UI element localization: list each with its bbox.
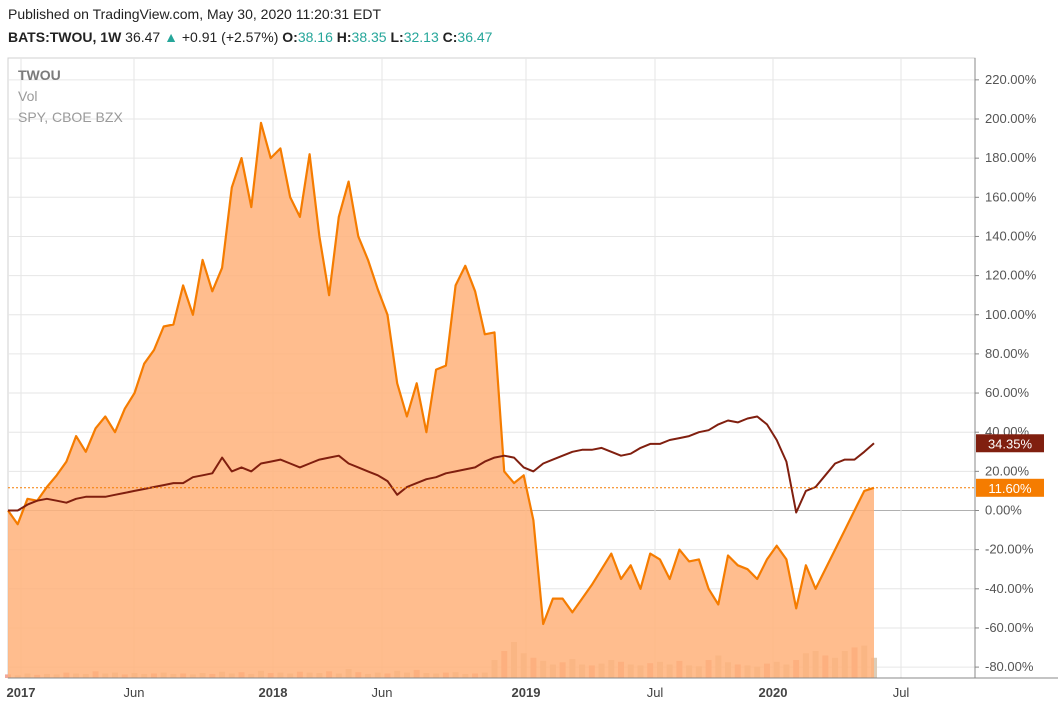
x-tick-label: Jun	[124, 685, 145, 700]
twou-badge-label: 11.60%	[988, 481, 1032, 496]
price-change: +0.91 (+2.57%)	[181, 29, 279, 45]
legend-main-symbol: TWOU	[18, 67, 61, 83]
x-tick-label: 2018	[259, 685, 288, 700]
close-label: C:	[442, 29, 458, 45]
legend-compare-symbol: SPY, CBOE BZX	[18, 109, 123, 125]
low-value: 32.13	[403, 29, 439, 45]
twou-line	[7, 121, 875, 626]
y-tick-label: 20.00%	[985, 463, 1030, 478]
y-tick-label: 120.00%	[985, 268, 1037, 283]
x-tick-label: 2019	[512, 685, 541, 700]
chart-series	[7, 121, 875, 678]
y-tick-label: -40.00%	[985, 581, 1034, 596]
last-price: 36.47	[125, 29, 161, 45]
ohlc-bar: BATS:TWOU, 1W 36.47 ▲ +0.91 (+2.57%) O:3…	[8, 29, 492, 45]
price-badges: 34.35% 11.60%	[8, 434, 1044, 497]
x-tick-label: 2020	[759, 685, 788, 700]
legend-volume: Vol	[18, 88, 37, 104]
chart-axes: 220.00% 200.00% 180.00% 160.00% 140.00% 120.0…	[7, 58, 1058, 700]
x-tick-label: Jul	[893, 685, 910, 700]
spy-badge-label: 34.35%	[988, 436, 1033, 451]
y-tick-label: 200.00%	[985, 111, 1037, 126]
y-tick-label: 0.00%	[985, 503, 1022, 518]
y-tick-label: 140.00%	[985, 228, 1037, 243]
y-tick-label: 180.00%	[985, 150, 1037, 165]
y-tick-label: -20.00%	[985, 542, 1034, 557]
close-value: 36.47	[457, 29, 493, 45]
y-tick-label: 100.00%	[985, 307, 1037, 322]
y-tick-label: 160.00%	[985, 189, 1037, 204]
y-tick-label: 60.00%	[985, 385, 1030, 400]
x-tick-label: Jul	[647, 685, 664, 700]
up-arrow-icon: ▲	[164, 29, 178, 45]
twou-area	[8, 122, 874, 678]
spy-badge	[976, 434, 1044, 453]
y-tick-label: -60.00%	[985, 620, 1034, 635]
y-tick-label: 220.00%	[985, 72, 1037, 87]
published-info: Published on TradingView.com, May 30, 20…	[8, 6, 382, 22]
y-tick-label: 80.00%	[985, 346, 1030, 361]
open-label: O:	[282, 29, 298, 45]
y-tick-label: -80.00%	[985, 659, 1034, 674]
high-label: H:	[336, 29, 352, 45]
x-tick-label: Jun	[372, 685, 393, 700]
symbol-label: BATS:TWOU, 1W	[8, 29, 122, 45]
high-value: 38.35	[351, 29, 387, 45]
x-tick-label: 2017	[7, 685, 36, 700]
twou-badge	[976, 478, 1044, 497]
low-label: L:	[390, 29, 404, 45]
open-value: 38.16	[297, 29, 333, 45]
